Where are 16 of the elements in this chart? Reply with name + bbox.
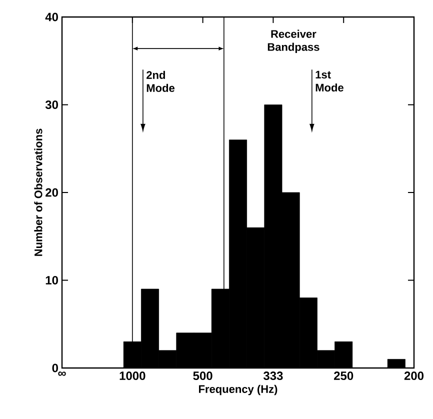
x-tick-label: 333 (263, 372, 283, 380)
y-axis-title: Number of Observations (34, 128, 42, 256)
x-tick-label: 200 (404, 372, 424, 380)
y-tick-label: 0 (52, 364, 58, 372)
annotation: 1st Mode (316, 70, 344, 92)
x-tick-label: 250 (334, 372, 354, 380)
y-tick-label: 40 (45, 12, 58, 22)
x-tick-label: ∞ (58, 372, 66, 376)
x-axis-title: Frequency (Hz) (199, 384, 278, 396)
y-tick-label: 20 (46, 188, 58, 197)
annotation: Receiver Bandpass (268, 30, 320, 54)
x-tick-label: 500 (193, 372, 212, 380)
y-tick-label: 30 (45, 100, 58, 110)
annotation: 2nd Mode (146, 70, 175, 92)
x-tick-label: 1000 (120, 372, 146, 380)
y-tick-label: 10 (46, 276, 58, 284)
